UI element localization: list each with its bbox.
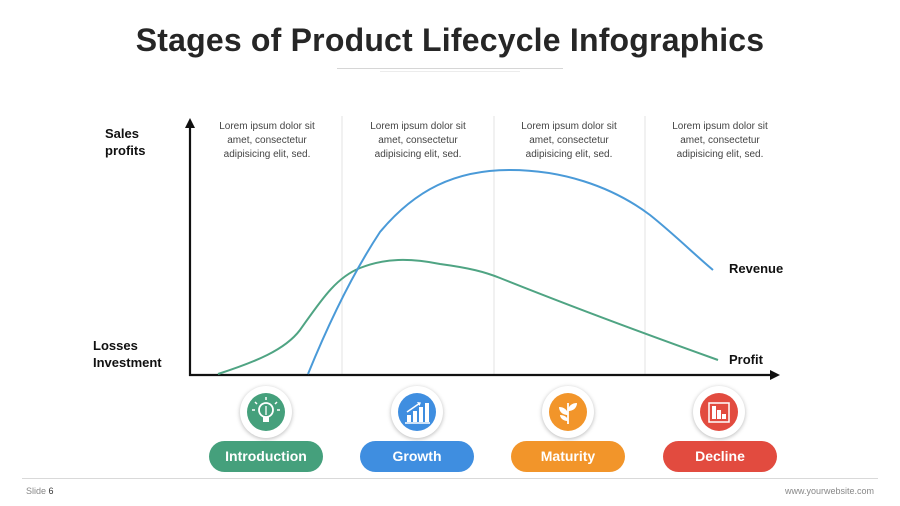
website-url: www.yourwebsite.com	[784, 486, 874, 496]
stage-pill-maturity[interactable]: Maturity	[511, 441, 625, 472]
y-axis-top-label: Sales profits	[105, 126, 146, 158]
y-axis-arrow	[185, 118, 195, 128]
stage-icon-growth	[391, 386, 443, 438]
slide-number: Slide 6	[26, 486, 54, 496]
page-title: Stages of Product Lifecycle Infographics	[135, 22, 765, 58]
x-axis-arrow	[770, 370, 780, 380]
y-axis-bottom-label: Losses Investment	[93, 338, 162, 370]
stage-pill-decline[interactable]: Decline	[663, 441, 777, 472]
profit-label: Profit	[729, 352, 763, 367]
stage-icon-decline	[693, 386, 745, 438]
leaf-sprout-icon	[549, 393, 587, 431]
stage-pill-introduction[interactable]: Introduction	[209, 441, 323, 472]
stage-icon-introduction	[240, 386, 292, 438]
bar-chart-down-icon	[700, 393, 738, 431]
stage-description-growth: Lorem ipsum dolor sit amet, consectetur …	[370, 121, 466, 160]
footer-divider	[22, 478, 878, 479]
bar-chart-up-icon	[398, 393, 436, 431]
stage-description-decline: Lorem ipsum dolor sit amet, consectetur …	[672, 121, 768, 160]
stage-icon-maturity	[542, 386, 594, 438]
title-divider-secondary	[380, 71, 520, 72]
title-divider	[337, 68, 563, 69]
profit-curve	[217, 258, 719, 375]
stage-pill-growth[interactable]: Growth	[360, 441, 474, 472]
stage-description-maturity: Lorem ipsum dolor sit amet, consectetur …	[521, 121, 617, 160]
lightbulb-icon	[247, 393, 285, 431]
stage-description-introduction: Lorem ipsum dolor sit amet, consectetur …	[219, 121, 315, 160]
revenue-label: Revenue	[729, 261, 784, 276]
revenue-curve	[307, 168, 714, 375]
